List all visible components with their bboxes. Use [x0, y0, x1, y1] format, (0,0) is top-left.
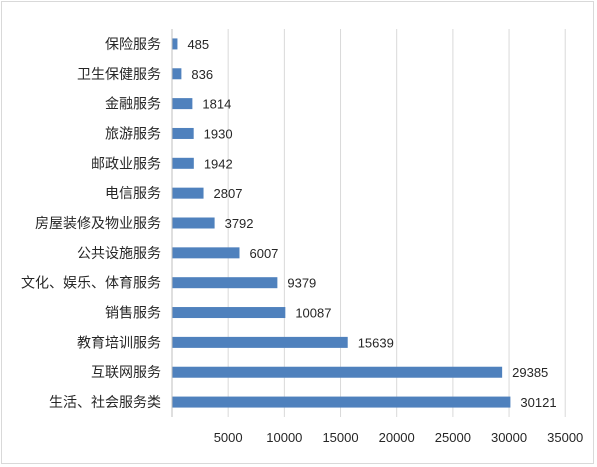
category-label: 邮政业服务 — [91, 156, 161, 172]
data-label: 6007 — [249, 246, 278, 261]
bar — [172, 127, 194, 139]
category-label: 卫生保健服务 — [77, 67, 161, 83]
bar — [172, 157, 194, 169]
category-label: 公共设施服务 — [77, 246, 161, 262]
data-label: 10087 — [295, 306, 331, 321]
category-label: 生活、社会服务类 — [49, 395, 161, 411]
x-tick-label: 30000 — [491, 430, 527, 445]
bars — [172, 38, 511, 408]
bar — [172, 247, 240, 259]
category-label: 销售服务 — [105, 306, 161, 322]
data-label: 30121 — [520, 395, 556, 410]
data-label: 29385 — [512, 365, 548, 380]
x-tick-label: 25000 — [435, 430, 471, 445]
data-label: 836 — [191, 67, 213, 82]
category-label: 文化、娱乐、体育服务 — [21, 276, 161, 292]
category-label: 保险服务 — [105, 37, 161, 53]
gridlines — [227, 29, 566, 417]
bar — [172, 307, 286, 319]
bar — [172, 38, 178, 50]
bar — [172, 336, 348, 348]
bar — [172, 277, 278, 289]
bar — [172, 98, 193, 110]
data-label: 15639 — [358, 335, 394, 350]
category-label: 旅游服务 — [105, 126, 161, 142]
data-label: 1942 — [204, 156, 233, 171]
x-tick-label: 15000 — [322, 430, 358, 445]
data-label: 1930 — [204, 126, 233, 141]
category-label: 互联网服务 — [91, 365, 161, 381]
x-tick-label: 20000 — [379, 430, 415, 445]
data-label: 2807 — [214, 186, 243, 201]
bar — [172, 68, 182, 80]
bar — [172, 187, 204, 199]
labels: 5000 10000 15000 20000 25000 30000 35000 保险服务 48… — [21, 37, 583, 445]
x-tick-label: 35000 — [547, 430, 583, 445]
bar — [172, 217, 215, 229]
data-label: 1814 — [202, 97, 231, 112]
bar — [172, 366, 503, 378]
data-label: 9379 — [287, 276, 316, 291]
data-label: 485 — [187, 37, 209, 52]
bar — [172, 396, 511, 408]
category-label: 教育培训服务 — [77, 335, 161, 351]
category-label: 房屋装修及物业服务 — [35, 216, 161, 232]
x-tick-label: 5000 — [214, 430, 243, 445]
x-tick-label: 10000 — [266, 430, 302, 445]
category-label: 电信服务 — [105, 186, 161, 202]
category-label: 金融服务 — [105, 97, 161, 113]
data-label: 3792 — [225, 216, 254, 231]
